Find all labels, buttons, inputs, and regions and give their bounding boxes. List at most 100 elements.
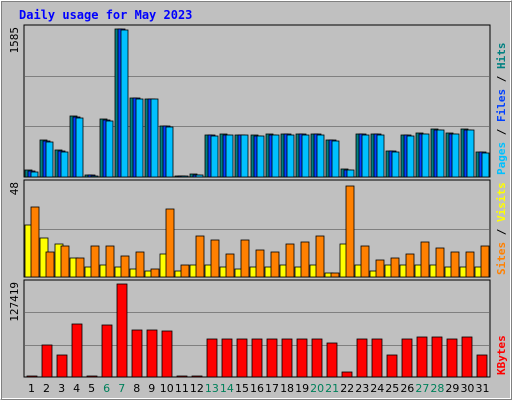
x-tick-label-day-31: 31 [475,382,489,395]
bar-kbytes-kbytes-day-5 [86,375,98,378]
x-tick-label-day-6: 6 [103,382,110,395]
bar-kbytes-kbytes-day-23 [356,338,368,378]
bar-kbytes-kbytes-day-13 [206,338,218,378]
axis-legend-hits: Pages / Files / Hits [495,43,508,176]
x-tick-label-day-7: 7 [118,382,125,395]
bar-hits-pages-day-21 [331,140,340,178]
bar-hits-pages-day-27 [421,133,430,178]
bar-hits-pages-day-31 [481,152,490,178]
bar-kbytes-kbytes-day-9 [146,329,158,378]
bar-hits-pages-day-15 [240,134,249,178]
bar-hits-pages-day-19 [301,134,310,178]
bar-hits-pages-day-28 [436,129,445,178]
x-tick-label-day-9: 9 [148,382,155,395]
x-tick-label-day-17: 17 [265,382,279,395]
bar-kbytes-kbytes-day-21 [326,342,338,378]
bar-hits-pages-day-10 [165,126,174,178]
x-tick-label-day-10: 10 [160,382,174,395]
legend-separator: / [495,222,508,242]
bar-hits-pages-day-26 [406,135,415,178]
bar-visits-sites-day-20 [315,235,325,278]
x-tick-label-day-8: 8 [133,382,140,395]
bar-visits-sites-day-22 [345,185,355,278]
bar-visits-sites-day-30 [465,251,475,278]
bar-kbytes-kbytes-day-20 [311,338,323,378]
bar-visits-sites-day-10 [165,208,175,278]
bar-kbytes-kbytes-day-3 [56,354,68,378]
bar-hits-pages-day-7 [120,29,129,178]
x-tick-label-day-23: 23 [355,382,369,395]
max-label-hits: 1585 [8,27,21,54]
bar-kbytes-kbytes-day-26 [401,338,413,378]
x-tick-label-day-20: 20 [310,382,324,395]
x-tick-label-day-19: 19 [295,382,309,395]
bar-kbytes-kbytes-day-27 [416,336,428,378]
bar-kbytes-kbytes-day-1 [26,375,38,378]
legend-entry-kbytes: KBytes [495,335,508,375]
bar-visits-sites-day-23 [360,245,370,278]
bar-visits-sites-day-15 [240,239,250,278]
bar-kbytes-kbytes-day-29 [446,338,458,378]
bar-hits-pages-day-17 [271,134,280,178]
bar-visits-sites-day-25 [390,257,400,278]
x-tick-label-day-27: 27 [415,382,429,395]
max-label-visits: 48 [8,182,21,195]
x-tick-label-day-18: 18 [280,382,294,395]
x-tick-label-day-29: 29 [445,382,459,395]
legend-entry-hits: Hits [495,43,508,70]
bar-kbytes-kbytes-day-7 [116,283,128,378]
x-tick-label-day-25: 25 [385,382,399,395]
bar-visits-sites-day-1 [30,206,40,278]
bar-kbytes-kbytes-day-28 [431,336,443,378]
bar-hits-pages-day-24 [376,134,385,178]
x-tick-label-day-2: 2 [43,382,50,395]
bar-visits-sites-day-28 [435,247,445,278]
bar-hits-pages-day-22 [346,169,355,178]
bar-hits-pages-day-30 [466,129,475,178]
legend-entry-pages: Pages [495,142,508,175]
bar-kbytes-kbytes-day-15 [236,338,248,378]
bar-hits-pages-day-1 [30,171,39,178]
max-label-kbytes: 127419 [8,282,21,322]
bar-kbytes-kbytes-day-17 [266,338,278,378]
bar-visits-sites-day-24 [375,259,385,278]
bar-visits-sites-day-31 [480,245,490,278]
bar-visits-sites-day-27 [420,241,430,278]
bar-kbytes-kbytes-day-18 [281,338,293,378]
x-tick-label-day-24: 24 [370,382,384,395]
bar-hits-pages-day-16 [256,135,265,178]
bar-visits-sites-day-19 [300,241,310,278]
x-tick-label-day-5: 5 [88,382,95,395]
bar-visits-sites-day-5 [90,245,100,278]
bar-kbytes-kbytes-day-8 [131,329,143,378]
legend-entry-visits: Visits [495,182,508,222]
x-tick-label-day-11: 11 [175,382,189,395]
bar-hits-pages-day-14 [225,134,234,178]
x-tick-label-day-26: 26 [400,382,414,395]
bar-kbytes-kbytes-day-14 [221,338,233,378]
x-tick-label-day-30: 30 [460,382,474,395]
legend-separator: / [495,69,508,89]
bar-kbytes-kbytes-day-19 [296,338,308,378]
bar-visits-sites-day-17 [270,251,280,278]
bar-kbytes-kbytes-day-31 [476,354,488,378]
bar-hits-pages-day-13 [210,135,219,178]
bar-visits-sites-day-12 [195,235,205,278]
x-tick-label-day-14: 14 [220,382,234,395]
bar-visits-sites-day-4 [75,257,85,278]
bar-hits-pages-day-25 [391,151,400,178]
bar-visits-sites-day-8 [135,251,145,278]
bar-visits-sites-day-14 [225,253,235,278]
x-tick-label-day-1: 1 [28,382,35,395]
bar-hits-pages-day-23 [361,134,370,178]
bar-visits-sites-day-11 [180,264,190,278]
bar-kbytes-kbytes-day-6 [101,324,113,378]
bar-visits-sites-day-29 [450,251,460,278]
x-tick-label-day-4: 4 [73,382,80,395]
bar-kbytes-kbytes-day-11 [176,375,188,378]
x-tick-label-day-13: 13 [205,382,219,395]
bar-visits-sites-day-9 [150,268,160,278]
bar-kbytes-kbytes-day-16 [251,338,263,378]
bar-kbytes-kbytes-day-24 [371,338,383,378]
